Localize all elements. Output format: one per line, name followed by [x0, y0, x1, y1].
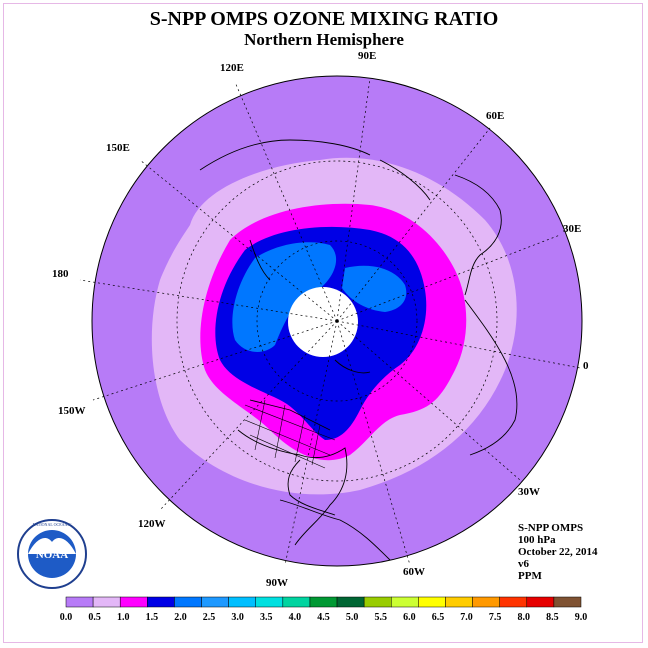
colorbar-swatch	[255, 596, 284, 608]
us-states-grid	[244, 399, 336, 469]
map-title: S-NPP OMPS OZONE MIXING RATIO	[149, 8, 499, 30]
colorbar-tick-label: 2.0	[174, 612, 187, 623]
colorbar-swatch	[228, 596, 256, 608]
colorbar: 0.0 0.5 1.0 1.5 2.0 2.5 3.0 3.5 4.0 4.5 5.0 5.5 6.0 6…	[60, 596, 588, 623]
colorbar-tick-label: 8.0	[518, 612, 531, 623]
colorbar-swatch	[147, 596, 175, 608]
lon-label-120e: 120E	[220, 62, 244, 74]
map-boundary	[91, 75, 583, 567]
lon-label-0: 0	[583, 360, 589, 372]
map-subtitle: Northern Hemisphere	[244, 30, 404, 49]
colorbar-tick-label: 1.0	[117, 612, 130, 623]
level-label: 100 hPa	[518, 534, 556, 546]
colorbar-tick-label: 0.0	[60, 612, 73, 623]
colorbar-tick-label: 7.5	[489, 612, 502, 623]
coastlines	[199, 139, 518, 561]
colorbar-swatch	[65, 596, 94, 608]
colorbar-tick-label: 6.5	[432, 612, 445, 623]
colorbar-swatch	[445, 596, 473, 608]
units-label: PPM	[518, 570, 542, 582]
lon-label-180: 180	[52, 268, 69, 280]
colorbar-swatch	[391, 596, 419, 608]
colorbar-swatch	[363, 596, 392, 608]
colorbar-swatch	[472, 596, 500, 608]
lon-label-150e: 150E	[106, 142, 130, 154]
colorbar-tick-label: 3.5	[260, 612, 273, 623]
noaa-logo: NOAA NATIONAL OCEANIC	[17, 519, 87, 589]
colorbar-swatch	[309, 596, 338, 608]
lon-label-120w: 120W	[138, 518, 166, 530]
colorbar-swatch	[553, 596, 582, 608]
colorbar-tick-label: 4.5	[317, 612, 330, 623]
lon-label-30e: 30E	[563, 223, 582, 235]
info-block: S-NPP OMPS 100 hPa October 22, 2014 v6 P…	[518, 522, 598, 582]
colorbar-swatch	[201, 596, 229, 608]
colorbar-tick-label: 5.5	[374, 612, 387, 623]
colorbar-swatch	[336, 596, 365, 608]
colorbar-tick-label: 4.0	[289, 612, 302, 623]
colorbar-swatch	[526, 596, 555, 608]
svg-text:NATIONAL OCEANIC: NATIONAL OCEANIC	[33, 522, 72, 527]
colorbar-swatch	[499, 596, 528, 608]
instrument-label: S-NPP OMPS	[518, 522, 584, 534]
graticule	[79, 77, 581, 566]
colorbar-swatch	[282, 596, 311, 608]
figure-frame	[3, 3, 643, 643]
colorbar-tick-label: 9.0	[575, 612, 588, 623]
colorbar-tick-label: 2.5	[203, 612, 216, 623]
colorbar-swatch	[174, 596, 202, 608]
lon-label-90w: 90W	[266, 577, 288, 589]
lon-label-60e: 60E	[486, 110, 505, 122]
version-label: v6	[518, 558, 529, 570]
colorbar-swatch	[418, 596, 446, 608]
colorbar-swatch	[119, 596, 148, 608]
colorbar-swatch	[92, 596, 121, 608]
lon-label-90e: 90E	[358, 50, 377, 62]
lon-label-150w: 150W	[58, 405, 86, 417]
colorbar-tick-label: 8.5	[546, 612, 559, 623]
colorbar-tick-label: 1.5	[146, 612, 159, 623]
colorbar-tick-label: 0.5	[88, 612, 101, 623]
lon-label-30w: 30W	[518, 486, 540, 498]
logo-text: NOAA	[36, 549, 68, 561]
colorbar-tick-label: 3.0	[231, 612, 244, 623]
lon-label-60w: 60W	[403, 566, 425, 578]
colorbar-tick-label: 7.0	[460, 612, 473, 623]
date-label: October 22, 2014	[518, 546, 598, 558]
polar-gap	[288, 287, 358, 357]
colorbar-tick-label: 5.0	[346, 612, 359, 623]
colorbar-tick-label: 6.0	[403, 612, 416, 623]
